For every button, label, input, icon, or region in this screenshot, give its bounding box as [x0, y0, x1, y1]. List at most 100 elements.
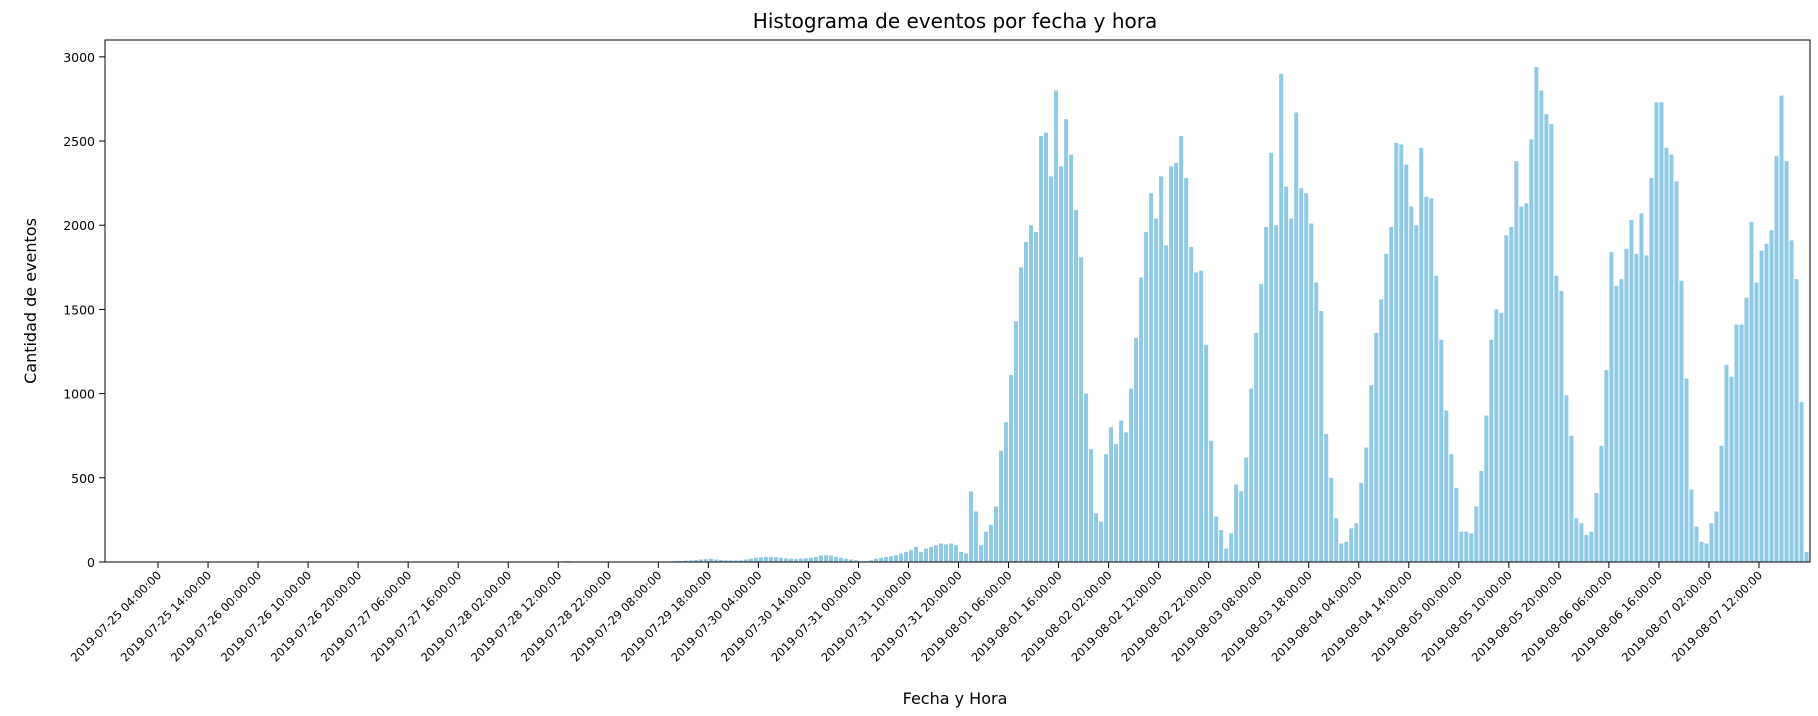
histogram-bar — [723, 560, 728, 562]
histogram-bar — [1449, 454, 1454, 562]
histogram-bar — [1389, 226, 1394, 562]
histogram-bar — [758, 557, 763, 562]
histogram-bar — [683, 560, 688, 562]
histogram-bar — [868, 560, 873, 562]
histogram-bar — [1124, 432, 1129, 562]
histogram-bar — [1164, 245, 1169, 562]
histogram-bar — [1794, 279, 1799, 562]
histogram-bar — [1804, 551, 1809, 562]
histogram-bar — [1119, 420, 1124, 562]
histogram-bar — [1134, 338, 1139, 562]
histogram-bar — [1464, 531, 1469, 562]
histogram-bar — [1189, 247, 1194, 562]
histogram-bar — [918, 551, 923, 562]
histogram-bar — [1409, 206, 1414, 562]
histogram-bar — [678, 560, 683, 562]
histogram-bar — [1419, 147, 1424, 562]
histogram-bar — [1024, 242, 1029, 562]
histogram-bar — [1754, 282, 1759, 562]
histogram-bar — [798, 558, 803, 562]
histogram-bar — [908, 550, 913, 562]
histogram-bar — [823, 555, 828, 562]
histogram-bar — [1689, 489, 1694, 562]
histogram-bar — [1629, 220, 1634, 563]
histogram-bar — [1724, 364, 1729, 562]
histogram-bar — [898, 553, 903, 562]
y-tick-label: 0 — [87, 555, 95, 570]
histogram-bar — [1229, 533, 1234, 562]
histogram-bar — [733, 560, 738, 562]
histogram-bar — [1414, 225, 1419, 563]
histogram-bar — [748, 558, 753, 562]
histogram-bar — [1284, 186, 1289, 562]
histogram-bar — [1314, 282, 1319, 562]
histogram-bar — [1429, 198, 1434, 562]
histogram-bar — [1549, 124, 1554, 562]
y-tick-label: 500 — [71, 471, 95, 486]
histogram-bar — [1799, 402, 1804, 562]
histogram-bar — [984, 531, 989, 562]
histogram-bar — [1039, 135, 1044, 563]
histogram-bar — [1774, 156, 1779, 562]
histogram-bar — [1104, 454, 1109, 562]
histogram-bar — [948, 543, 953, 562]
histogram-bar — [1624, 248, 1629, 563]
bars-group — [403, 66, 1809, 563]
histogram-bar — [1439, 339, 1444, 562]
histogram-bar — [1394, 142, 1399, 562]
y-tick-label: 1500 — [63, 302, 95, 317]
histogram-bar — [1344, 541, 1349, 562]
histogram-bar — [1684, 378, 1689, 562]
histogram-bar — [1454, 487, 1459, 562]
histogram-bar — [1059, 166, 1064, 563]
histogram-bar — [1384, 253, 1389, 562]
histogram-bar — [1494, 309, 1499, 562]
histogram-bar — [1634, 253, 1639, 562]
histogram-bar — [1274, 225, 1279, 563]
histogram-bar — [693, 559, 698, 562]
histogram-bar — [933, 545, 938, 562]
histogram-bar — [1434, 275, 1439, 562]
histogram-bar — [1459, 531, 1464, 562]
y-axis-title: Cantidad de eventos — [21, 218, 40, 384]
histogram-bar — [959, 551, 963, 562]
histogram-bar — [1214, 516, 1219, 562]
histogram-bar — [688, 560, 693, 562]
histogram-bar — [1714, 511, 1719, 562]
histogram-bar — [1184, 178, 1189, 562]
histogram-bar — [1074, 210, 1079, 562]
histogram-bar — [1259, 284, 1264, 562]
histogram-bar — [1509, 226, 1514, 562]
histogram-bar — [1559, 290, 1564, 562]
histogram-bar — [763, 556, 768, 562]
y-tick-label: 3000 — [63, 50, 95, 65]
histogram-bar — [818, 555, 823, 562]
histogram-bar — [1529, 139, 1534, 562]
histogram-bar — [1129, 388, 1134, 562]
histogram-bar — [833, 556, 838, 562]
histogram-bar — [838, 557, 843, 562]
histogram-bar — [1769, 230, 1774, 562]
histogram-bar — [1489, 339, 1494, 562]
histogram-bar — [1374, 332, 1379, 562]
histogram-bar — [1599, 445, 1604, 562]
histogram-bar — [1544, 114, 1549, 562]
histogram-bar — [1734, 324, 1739, 562]
histogram-bar — [913, 546, 918, 562]
histogram-bar — [1739, 324, 1744, 562]
chart-title: Histograma de eventos por fecha y hora — [753, 9, 1157, 33]
histogram-bar — [1034, 231, 1039, 562]
histogram-bar — [938, 543, 943, 562]
histogram-bar — [1354, 523, 1359, 562]
histogram-bar — [1484, 415, 1489, 562]
histogram-bar — [964, 553, 968, 562]
histogram-bar — [843, 558, 848, 562]
histogram-bar — [1204, 344, 1209, 562]
histogram-bar — [713, 559, 718, 562]
histogram-bar — [1594, 492, 1599, 562]
histogram-bar — [1719, 445, 1724, 562]
histogram-bar — [1694, 526, 1699, 562]
histogram-bar — [903, 551, 908, 562]
